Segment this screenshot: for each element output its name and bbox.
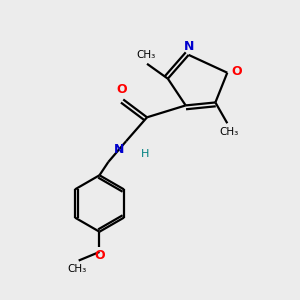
Text: N: N xyxy=(184,40,194,52)
Text: O: O xyxy=(94,249,105,262)
Text: O: O xyxy=(231,65,242,78)
Text: CH₃: CH₃ xyxy=(68,263,87,274)
Text: O: O xyxy=(116,83,127,96)
Text: CH₃: CH₃ xyxy=(219,127,239,137)
Text: N: N xyxy=(114,143,125,157)
Text: H: H xyxy=(140,148,149,158)
Text: CH₃: CH₃ xyxy=(136,50,155,60)
